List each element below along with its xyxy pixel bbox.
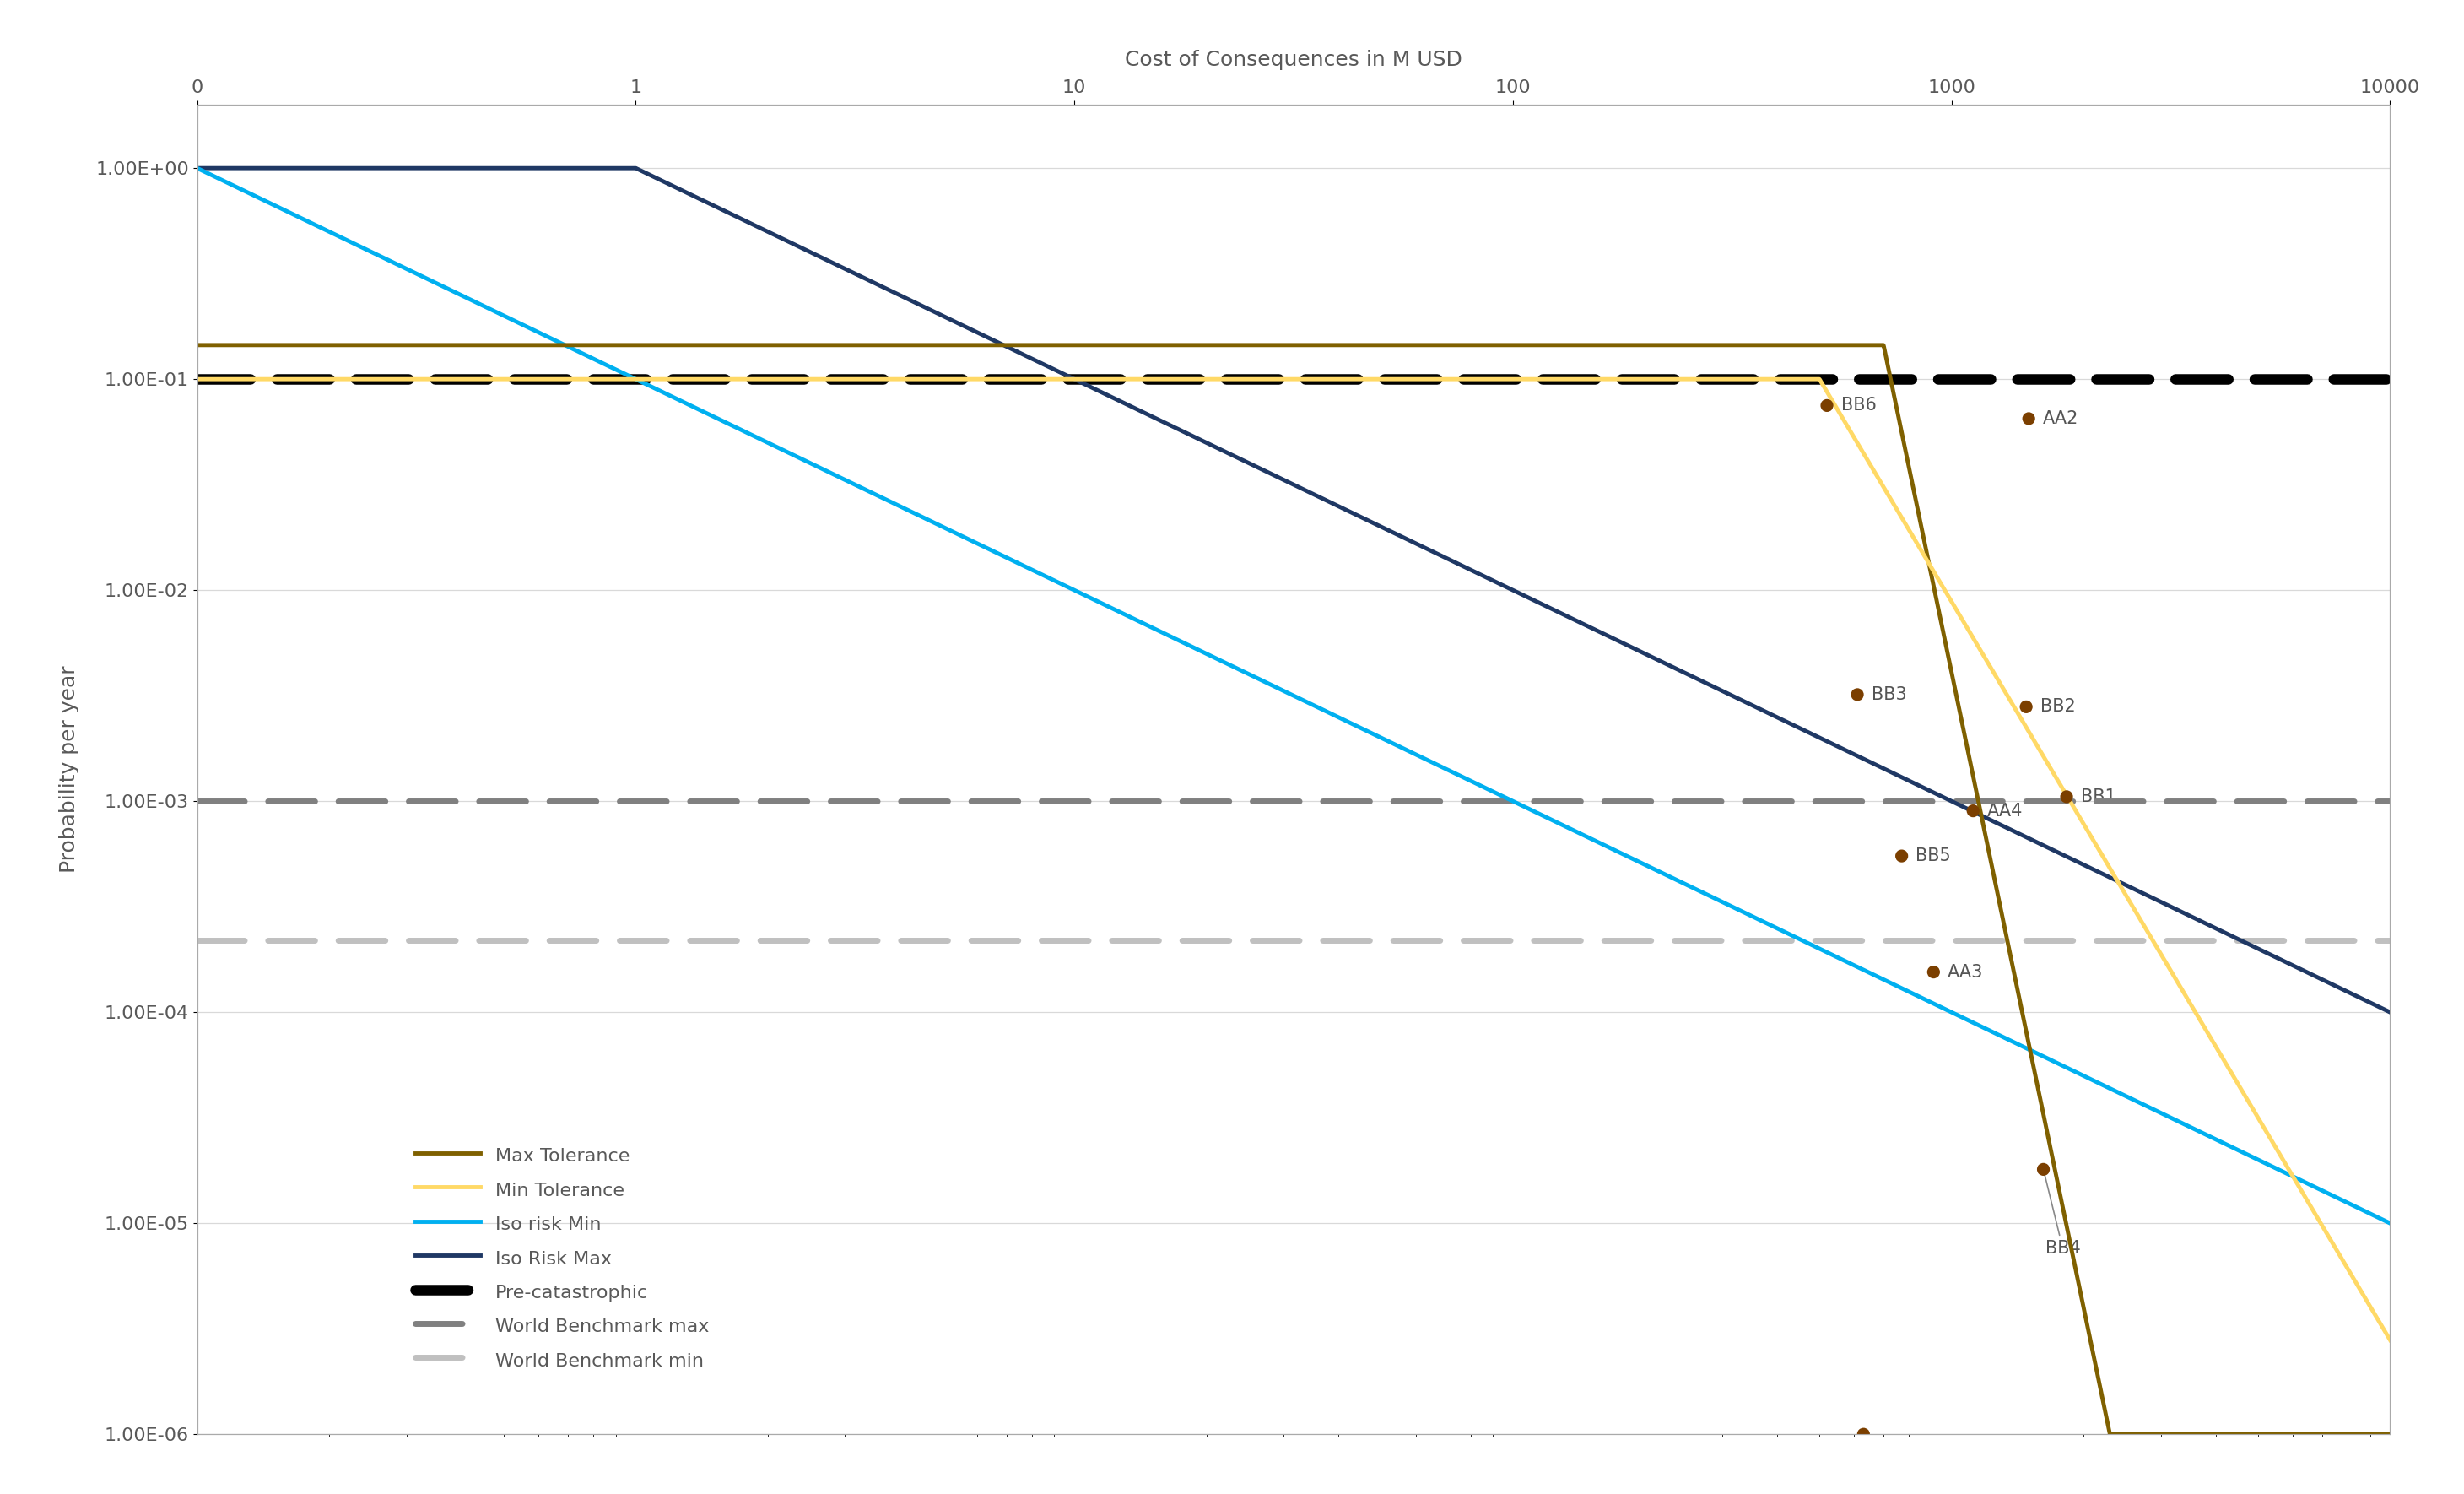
Point: [1882, 844, 1922, 868]
Y-axis label: Probability per year: Probability per year: [59, 666, 79, 872]
Point: [1843, 1422, 1882, 1446]
Point: [2006, 695, 2045, 719]
Text: BB2: BB2: [2040, 698, 2075, 716]
Point: [2023, 1158, 2062, 1182]
Text: AA3: AA3: [1947, 964, 1984, 980]
Text: AA2: AA2: [2043, 411, 2080, 427]
X-axis label: Cost of Consequences in M USD: Cost of Consequences in M USD: [1126, 49, 1461, 70]
Point: [1915, 961, 1954, 985]
Legend: Max Tolerance, Min Tolerance, Iso risk Min, Iso Risk Max, Pre-catastrophic, Worl: Max Tolerance, Min Tolerance, Iso risk M…: [414, 1144, 710, 1371]
Text: AA4: AA4: [1986, 802, 2023, 819]
Text: BB6: BB6: [1841, 397, 1875, 414]
Text: BB5: BB5: [1917, 847, 1951, 865]
Point: [2048, 784, 2087, 808]
Point: [2008, 406, 2048, 430]
Text: BB1: BB1: [2080, 789, 2117, 805]
Text: BB3: BB3: [1870, 686, 1907, 704]
Point: [1838, 683, 1878, 707]
Point: [1954, 799, 1993, 823]
Text: BB4: BB4: [2045, 1171, 2080, 1256]
Point: [1806, 393, 1846, 417]
